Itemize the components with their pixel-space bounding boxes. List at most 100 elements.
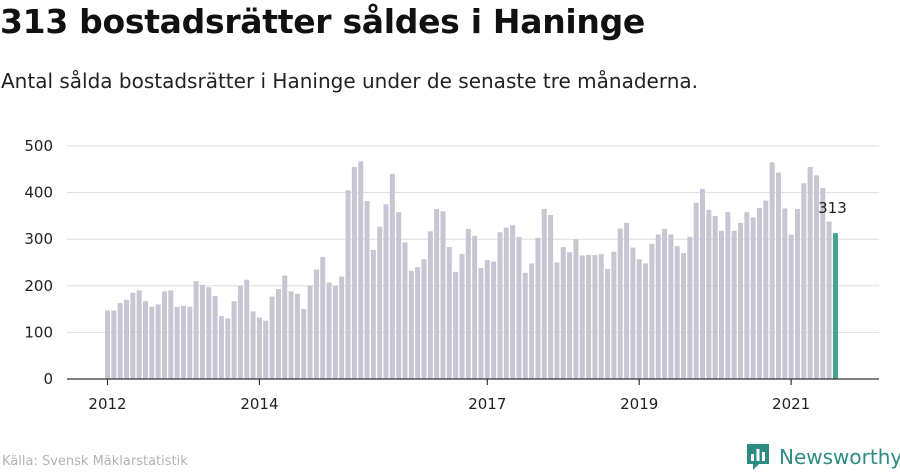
y-tick-label: 500 — [24, 137, 53, 155]
bar — [123, 299, 129, 379]
bar — [681, 253, 687, 379]
bar — [339, 276, 345, 379]
bar — [453, 271, 459, 379]
bar — [288, 291, 294, 379]
brand-name: Newsworthy — [779, 445, 900, 469]
bar — [782, 208, 788, 379]
bar — [655, 234, 661, 379]
bar — [199, 284, 205, 379]
bar — [630, 247, 636, 379]
bar — [206, 287, 212, 379]
bar — [529, 263, 535, 379]
bar — [478, 268, 484, 379]
bar — [668, 234, 674, 379]
bar — [794, 208, 800, 379]
bar — [516, 236, 522, 379]
bar — [402, 242, 408, 379]
bar — [111, 310, 117, 379]
bar — [415, 267, 421, 379]
bar — [237, 285, 243, 379]
bar — [408, 270, 414, 379]
bar — [484, 260, 490, 379]
bar — [244, 279, 250, 379]
bar — [383, 204, 389, 379]
bar — [579, 255, 585, 379]
y-tick-label: 400 — [24, 184, 53, 202]
bar — [605, 269, 611, 379]
bar — [756, 207, 762, 379]
x-tick-label: 2017 — [468, 395, 506, 413]
bar — [693, 202, 699, 379]
source-label: Källa: Svensk Mäklarstatistik — [2, 454, 188, 469]
bar — [769, 162, 775, 379]
x-tick-label: 2021 — [772, 395, 810, 413]
newsworthy-logo-icon — [747, 444, 769, 470]
bar — [712, 215, 718, 379]
y-tick-label: 100 — [24, 323, 53, 341]
bar — [130, 292, 136, 379]
bar — [465, 228, 471, 379]
bar — [180, 305, 186, 379]
bar — [364, 200, 370, 379]
bar — [598, 254, 604, 379]
bar-highlight — [832, 233, 838, 379]
bar — [738, 222, 743, 379]
bar — [282, 275, 288, 379]
bar — [522, 272, 528, 379]
y-tick-label: 0 — [43, 370, 53, 388]
x-axis: 2012 2014 2017 2019 2021 — [67, 378, 879, 413]
bar — [174, 306, 180, 379]
bar — [541, 208, 547, 379]
x-tick-label: 2019 — [620, 395, 658, 413]
bar — [250, 311, 256, 379]
bar — [649, 243, 655, 379]
x-tick-label: 2012 — [88, 395, 126, 413]
bar — [307, 285, 313, 379]
bar — [225, 318, 231, 379]
bar — [731, 230, 737, 379]
bar — [826, 221, 832, 379]
bar — [389, 173, 395, 379]
bar — [801, 183, 807, 379]
bar — [326, 282, 332, 379]
bar — [725, 212, 731, 379]
bar — [535, 237, 541, 379]
bar — [807, 166, 813, 379]
bar — [231, 301, 237, 379]
bar — [491, 261, 497, 379]
bar — [396, 212, 402, 379]
bar — [567, 252, 573, 379]
bar — [218, 316, 224, 379]
bar — [560, 247, 566, 379]
bar — [510, 225, 516, 379]
bar — [427, 231, 433, 379]
bar — [744, 212, 750, 379]
bar — [617, 228, 623, 379]
bar — [643, 263, 649, 379]
annotations: 313 — [818, 199, 847, 217]
bar — [775, 172, 781, 379]
y-tick-label: 300 — [24, 230, 53, 248]
bar — [472, 235, 478, 379]
brand[interactable]: Newsworthy — [745, 441, 900, 473]
bar — [370, 249, 376, 379]
bar — [358, 161, 364, 379]
bar — [674, 246, 680, 379]
bar — [750, 217, 756, 379]
bar — [592, 255, 598, 379]
bar — [497, 232, 503, 379]
bar — [105, 310, 110, 379]
bar — [275, 289, 281, 379]
bar — [813, 175, 819, 379]
bar — [503, 227, 509, 379]
bar — [149, 306, 155, 379]
bar — [256, 317, 262, 379]
bar — [763, 200, 769, 379]
x-tick-label: 2014 — [240, 395, 278, 413]
y-axis-labels: 0 100 200 300 400 500 — [24, 137, 53, 388]
bar — [573, 239, 579, 379]
bar — [377, 226, 383, 379]
page-title: 313 bostadsrätter såldes i Haninge — [0, 2, 645, 41]
bar — [351, 166, 357, 379]
bar — [554, 262, 560, 379]
